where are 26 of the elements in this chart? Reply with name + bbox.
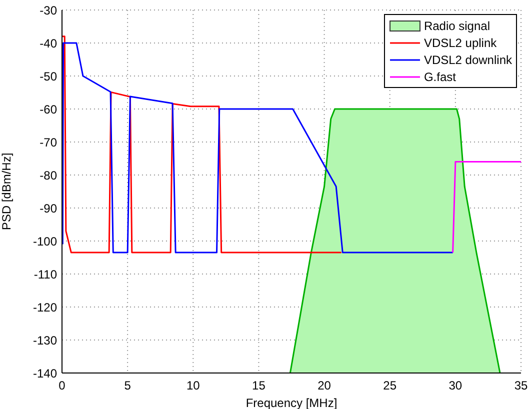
y-tick-label: -100 [32,234,58,248]
x-tick-label: 0 [58,378,66,393]
x-tick-label: 10 [186,378,200,393]
y-tick-label: -120 [32,300,58,314]
x-tick-label: 25 [383,378,397,393]
x-tick-label: 5 [124,378,132,393]
y-tick-label: -50 [40,69,58,84]
y-tick-label: -30 [40,3,58,18]
legend-label: G.fast [424,70,456,84]
legend-label: VDSL2 downlink [424,52,512,66]
y-tick-label: -140 [32,366,58,380]
y-tick-label: -40 [40,36,58,50]
x-tick-label: 35 [514,378,528,393]
y-tick-label: -90 [40,201,58,216]
y-axis-title: PSD [dBm/Hz] [0,152,14,230]
x-tick-label: 15 [252,378,266,393]
y-tick-label: -80 [40,168,58,182]
legend-label: VDSL2 uplink [424,36,497,50]
y-tick-label: -60 [40,102,58,116]
x-tick-label: 20 [318,378,332,393]
line-series [62,36,342,254]
x-tick-label: 30 [448,378,462,393]
legend-label: Radio signal [424,18,490,32]
y-tick-label: -70 [40,135,58,150]
y-tick-label: -110 [34,267,58,282]
y-tick-label: -130 [32,333,58,348]
